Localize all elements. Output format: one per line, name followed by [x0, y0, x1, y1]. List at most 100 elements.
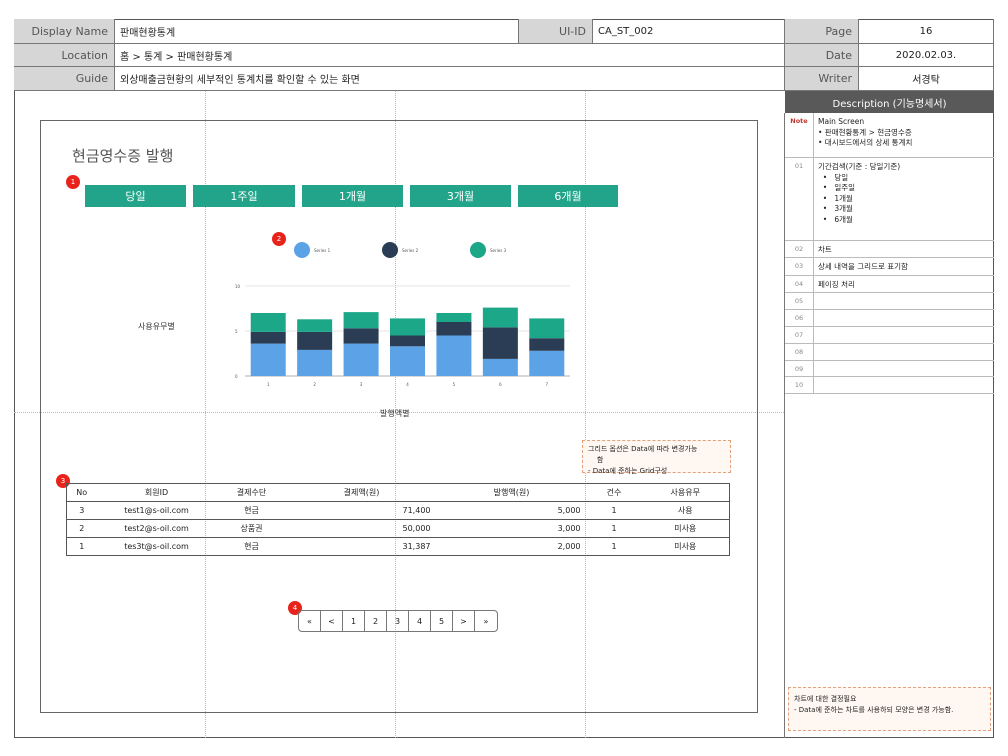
date-value: 2020.02.03. — [859, 44, 994, 67]
chart-bar-segment — [250, 331, 286, 344]
guide-line — [14, 412, 784, 413]
description-row: 05 — [785, 293, 994, 310]
chart-y-tick: 0 — [235, 374, 238, 379]
row-text: 차트 — [818, 245, 832, 254]
display-name-label: Display Name — [14, 19, 115, 44]
row-number: 04 — [785, 276, 814, 292]
chart-x-tick: 3 — [360, 382, 363, 387]
chart-x-tick: 7 — [546, 382, 549, 387]
legend-series1-label: Series 1 — [314, 248, 331, 253]
screen-mockup — [40, 120, 758, 713]
row-text: 상세 내역을 그리드로 표기함 — [818, 262, 908, 271]
row-text: 기간검색(기준 : 당일기준) • 당일 • 일주일 • 1개월 • 3개월 •… — [818, 162, 901, 224]
table-header-row: No 회원ID 결제수단 결제액(원) 발행액(원) 건수 사용유무 — [66, 483, 730, 502]
page-first-button[interactable]: « — [299, 611, 321, 631]
cell-member-id: test1@s-oil.com — [96, 501, 217, 520]
row-number: 03 — [785, 258, 814, 275]
cell-usage: 미사용 — [641, 537, 730, 556]
chart-bar-segment — [250, 313, 286, 332]
row-number: 01 — [785, 158, 814, 240]
chart-bar-segment — [390, 335, 425, 347]
page-last-button[interactable]: » — [483, 616, 489, 626]
tab-3month[interactable]: 3개월 — [410, 185, 511, 207]
display-name-value: 판매현황통계 — [115, 19, 519, 44]
document-frame — [14, 19, 994, 738]
guide-line — [205, 91, 206, 738]
legend-series2-label: Series 2 — [402, 248, 419, 253]
chart-x-tick: 5 — [453, 382, 456, 387]
chart-bar-segment — [482, 327, 518, 359]
row-number: 02 — [785, 241, 814, 257]
col-issued-amount: 발행액(원) — [436, 483, 587, 502]
chart-x-tick: 4 — [406, 382, 409, 387]
location-label: Location — [14, 44, 115, 67]
row-number: 10 — [785, 377, 814, 393]
page-value: 16 — [859, 19, 994, 44]
writer-value: 서경탁 — [859, 67, 994, 91]
pagination: « < 1 2 3 4 5 > » — [298, 610, 498, 632]
guide-value: 외상매출금현황의 세부적인 통계치를 확인할 수 있는 화면 — [115, 67, 785, 91]
guide-line — [585, 91, 586, 738]
chart-bar-segment — [436, 322, 472, 336]
cell-no: 1 — [66, 537, 97, 556]
cell-payment-method: 현금 — [216, 501, 287, 520]
legend-series2-swatch — [382, 242, 398, 258]
chart-bar-segment — [343, 328, 379, 344]
cell-payment-amount: 31,387 — [286, 537, 437, 556]
chart-bar-segment — [297, 319, 333, 332]
tab-6month[interactable]: 6개월 — [518, 185, 618, 207]
chart-bar-segment — [482, 358, 518, 376]
uiid-value: CA_ST_002 — [593, 19, 785, 44]
page-prev-button[interactable]: < — [321, 611, 343, 631]
table-row[interactable]: 2 test2@s-oil.com 상품권 50,000 3,000 1 미사용 — [66, 519, 730, 538]
tab-today[interactable]: 당일 — [85, 185, 186, 207]
page-label: Page — [785, 19, 859, 44]
data-grid: No 회원ID 결제수단 결제액(원) 발행액(원) 건수 사용유무 3 tes… — [66, 483, 730, 556]
chart-y-tick: 5 — [235, 329, 238, 334]
chart-bar-segment — [529, 318, 565, 339]
stacked-bar-chart: 0 5 10 1 2 3 4 5 6 7 — [235, 284, 570, 387]
chart-bar-segment — [343, 312, 379, 329]
writer-label: Writer — [785, 67, 859, 91]
description-row: 01 기간검색(기준 : 당일기준) • 당일 • 일주일 • 1개월 • 3개… — [785, 158, 994, 241]
chart-bar-segment — [390, 318, 425, 336]
page-4-button[interactable]: 4 — [409, 611, 431, 631]
description-note-row: Note Main Screen • 판매현황통계 > 현금영수증 • 대시보드… — [785, 113, 994, 158]
page-next-button[interactable]: > — [453, 611, 475, 631]
chart-y-label: 사용유무별 — [138, 322, 175, 331]
row-number: 05 — [785, 293, 814, 309]
chart-x-tick: 6 — [499, 382, 502, 387]
col-no: No — [66, 483, 97, 502]
location-value: 홈 > 통계 > 판매현황통계 — [115, 44, 785, 67]
cell-usage: 미사용 — [641, 519, 730, 538]
chart-bar-segment — [343, 343, 379, 376]
table-row[interactable]: 3 test1@s-oil.com 현금 71,400 5,000 1 사용 — [66, 501, 730, 520]
cell-count: 1 — [586, 501, 642, 520]
tab-1week[interactable]: 1주일 — [193, 185, 295, 207]
legend-series1-swatch — [294, 242, 310, 258]
page-3-button[interactable]: 3 — [387, 611, 409, 631]
cell-issued-amount: 5,000 — [436, 501, 587, 520]
page-1-button[interactable]: 1 — [343, 611, 365, 631]
description-row: 04 페이징 처리 — [785, 276, 994, 293]
page-2-button[interactable]: 2 — [365, 611, 387, 631]
description-row: 07 — [785, 327, 994, 344]
description-row: 06 — [785, 310, 994, 327]
date-label: Date — [785, 44, 859, 67]
legend-series3-swatch — [470, 242, 486, 258]
row-number: 07 — [785, 327, 814, 343]
note-text: Main Screen • 판매현황통계 > 현금영수증 • 대시보드에서의 상… — [818, 117, 913, 147]
table-row[interactable]: 1 tes3t@s-oil.com 현금 31,387 2,000 1 미사용 — [66, 537, 730, 556]
uiid-label: UI-ID — [519, 19, 593, 44]
tab-1month[interactable]: 1개월 — [302, 185, 403, 207]
chart-bar-segment — [529, 338, 565, 351]
guide-line — [395, 91, 396, 738]
chart-bar-segment — [529, 350, 565, 376]
row-number: 09 — [785, 361, 814, 376]
chart-bar-segment — [250, 343, 286, 376]
page-5-button[interactable]: 5 — [431, 611, 453, 631]
cell-payment-amount: 71,400 — [286, 501, 437, 520]
description-row: 10 — [785, 377, 994, 394]
chart-x-label: 발행액별 — [380, 409, 410, 418]
chart-bar-segment — [297, 331, 333, 350]
